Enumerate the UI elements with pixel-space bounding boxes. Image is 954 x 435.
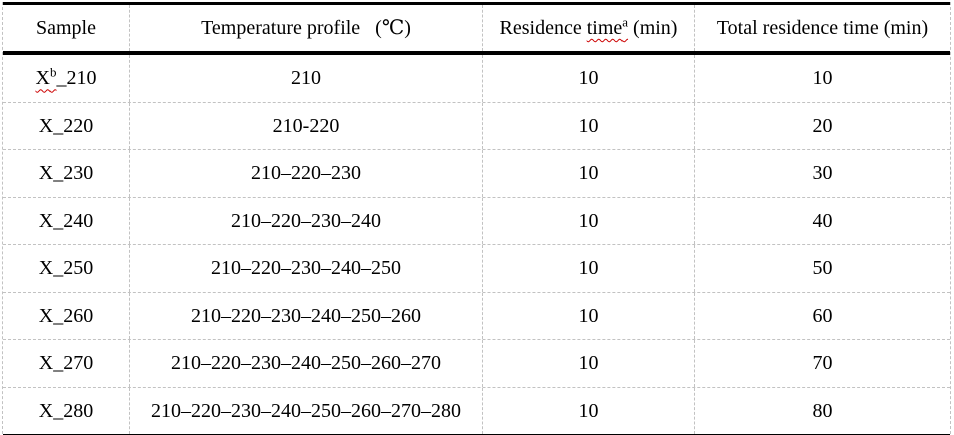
temperature-profile-cell: 210–220–230–240 <box>130 197 483 244</box>
footnote-marker-a: a <box>622 14 629 30</box>
table-row: X_230 210–220–230 10 30 <box>3 150 950 198</box>
temperature-profile-cell: 210-220 <box>130 102 483 149</box>
table-body: Xb_210 210 10 10 X_220 210-220 10 20 X_2… <box>3 55 950 434</box>
total-residence-time-cell: 10 <box>695 55 950 102</box>
temperature-profile-value: 210–220–230–240–250–260–270–280 <box>151 399 461 422</box>
sample-cell: X_250 <box>3 245 130 292</box>
residence-time-value: 10 <box>578 162 599 185</box>
sample-base: X <box>38 352 54 375</box>
residence-time-cell: 10 <box>483 340 695 387</box>
sample-label: X_230 <box>38 162 94 185</box>
header-residence-time-label: Residence timea (min) <box>499 14 678 39</box>
sample-label: X_260 <box>38 304 94 327</box>
temperature-profile-cell: 210–220–230–240–250–260 <box>130 292 483 339</box>
table-row: Xb_210 210 10 10 <box>3 55 950 103</box>
sample-cell: Xb_210 <box>3 55 130 102</box>
footnote-marker-b: b <box>49 64 57 80</box>
temperature-profile-cell: 210–220–230 <box>130 150 483 197</box>
temperature-profile-value: 210–220–230–240–250–260–270 <box>171 352 441 375</box>
residence-time-value: 10 <box>578 257 599 280</box>
temperature-profile-value: 210 <box>291 67 321 90</box>
sample-label: X_240 <box>38 209 94 232</box>
header-total-residence-time: Total residence time (min) <box>695 5 950 51</box>
header-residence-time: Residence timea (min) <box>483 5 695 51</box>
table-row: X_260 210–220–230–240–250–260 10 60 <box>3 292 950 340</box>
residence-time-cell: 10 <box>483 55 695 102</box>
residence-time-cell: 10 <box>483 102 695 149</box>
total-residence-time-value: 40 <box>812 209 833 232</box>
table-row: X_220 210-220 10 20 <box>3 102 950 150</box>
table-row: X_280 210–220–230–240–250–260–270–280 10… <box>3 387 950 435</box>
residence-time-value: 10 <box>578 67 599 90</box>
table-row: X_270 210–220–230–240–250–260–270 10 70 <box>3 340 950 388</box>
table-header-row: Sample Temperature profile (℃) Residence… <box>3 5 950 51</box>
total-residence-time-value: 30 <box>812 162 833 185</box>
residence-time-value: 10 <box>578 209 599 232</box>
total-residence-time-value: 10 <box>812 67 833 90</box>
total-residence-time-cell: 50 <box>695 245 950 292</box>
table-top-rule <box>3 2 950 5</box>
total-residence-time-value: 20 <box>812 114 833 137</box>
sample-base: X <box>38 209 54 232</box>
temperature-profile-cell: 210–220–230–240–250–260–270 <box>130 340 483 387</box>
total-residence-time-cell: 40 <box>695 198 950 245</box>
total-residence-time-cell: 80 <box>695 388 950 435</box>
sample-base: X <box>38 304 54 327</box>
total-residence-time-cell: 60 <box>695 293 950 340</box>
header-total-residence-time-label: Total residence time (min) <box>716 17 929 39</box>
sample-label: X_220 <box>38 114 94 137</box>
residence-time-cell: 10 <box>483 245 695 292</box>
temperature-profile-value: 210–220–230–240 <box>231 209 381 232</box>
temperature-profile-cell: 210–220–230–240–250–260–270–280 <box>130 387 483 434</box>
sample-label: Xb_210 <box>35 64 97 90</box>
residence-time-cell: 10 <box>483 197 695 244</box>
sample-label: X_280 <box>38 399 94 422</box>
temperature-profile-cell: 210 <box>130 55 483 102</box>
table-row: X_250 210–220–230–240–250 10 50 <box>3 245 950 293</box>
sample-label: X_270 <box>38 352 94 375</box>
residence-time-value: 10 <box>578 399 599 422</box>
header-temperature-profile-label: Temperature profile (℃) <box>201 17 411 39</box>
temperature-profile-value: 210–220–230 <box>251 162 361 185</box>
sample-cell: X_230 <box>3 150 130 197</box>
header-bottom-rule <box>3 51 950 55</box>
header-sample: Sample <box>3 5 130 51</box>
header-temperature-profile: Temperature profile (℃) <box>130 5 483 51</box>
total-residence-time-cell: 70 <box>695 340 950 387</box>
total-residence-time-value: 60 <box>812 304 833 327</box>
sample-cell: X_280 <box>3 387 130 434</box>
sample-base: X <box>38 257 54 280</box>
sample-base: Xb <box>35 64 57 90</box>
header-sample-label: Sample <box>36 17 96 39</box>
sample-base: X <box>38 114 54 137</box>
sample-base: X <box>38 162 54 185</box>
temperature-profile-value: 210–220–230–240–250–260 <box>191 304 421 327</box>
sample-cell: X_240 <box>3 197 130 244</box>
residence-time-cell: 10 <box>483 387 695 434</box>
temperature-profile-cell: 210–220–230–240–250 <box>130 245 483 292</box>
sample-base: X <box>38 399 54 422</box>
residence-time-cell: 10 <box>483 292 695 339</box>
residence-time-value: 10 <box>578 352 599 375</box>
sample-cell: X_220 <box>3 102 130 149</box>
total-residence-time-cell: 20 <box>695 103 950 150</box>
total-residence-time-value: 50 <box>812 257 833 280</box>
total-residence-time-value: 70 <box>812 352 833 375</box>
temperature-profile-value: 210–220–230–240–250 <box>211 257 401 280</box>
residence-time-value: 10 <box>578 304 599 327</box>
total-residence-time-cell: 30 <box>695 150 950 197</box>
table-row: X_240 210–220–230–240 10 40 <box>3 197 950 245</box>
sample-label: X_250 <box>38 257 94 280</box>
spellcheck-underline: timea <box>586 14 629 39</box>
total-residence-time-value: 80 <box>812 399 833 422</box>
sample-cell: X_270 <box>3 340 130 387</box>
residence-time-cell: 10 <box>483 150 695 197</box>
sample-cell: X_260 <box>3 292 130 339</box>
temperature-profile-value: 210-220 <box>272 114 340 137</box>
residence-time-value: 10 <box>578 114 599 137</box>
